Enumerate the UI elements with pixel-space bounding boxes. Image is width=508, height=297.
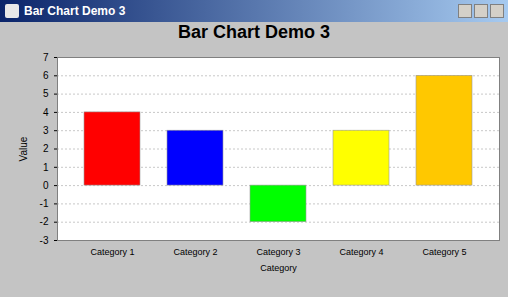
svg-text:Category 5: Category 5 xyxy=(422,247,466,257)
svg-text:1: 1 xyxy=(43,162,49,173)
svg-text:-1: -1 xyxy=(40,198,49,209)
svg-text:7: 7 xyxy=(43,52,49,63)
html-text:Bar Chart Demo 3: Bar Chart Demo 3 xyxy=(178,22,330,42)
svg-text:Category 3: Category 3 xyxy=(256,247,300,257)
svg-text:6: 6 xyxy=(43,70,49,81)
svg-text:5: 5 xyxy=(43,88,49,99)
html-text:Bar Chart Demo 3: Bar Chart Demo 3 xyxy=(24,4,126,18)
svg-text:3: 3 xyxy=(43,125,49,136)
svg-text:Category 4: Category 4 xyxy=(339,247,383,257)
svg-text:-2: -2 xyxy=(40,216,49,227)
svg-text:4: 4 xyxy=(43,107,49,118)
svg-text:Category 2: Category 2 xyxy=(173,247,217,257)
svg-text:-3: -3 xyxy=(40,235,49,246)
svg-text:0: 0 xyxy=(43,180,49,191)
svg-text:Category 1: Category 1 xyxy=(90,247,134,257)
svg-text:Value: Value xyxy=(18,136,29,161)
svg-text:Category: Category xyxy=(260,263,297,273)
svg-text:2: 2 xyxy=(43,143,49,154)
